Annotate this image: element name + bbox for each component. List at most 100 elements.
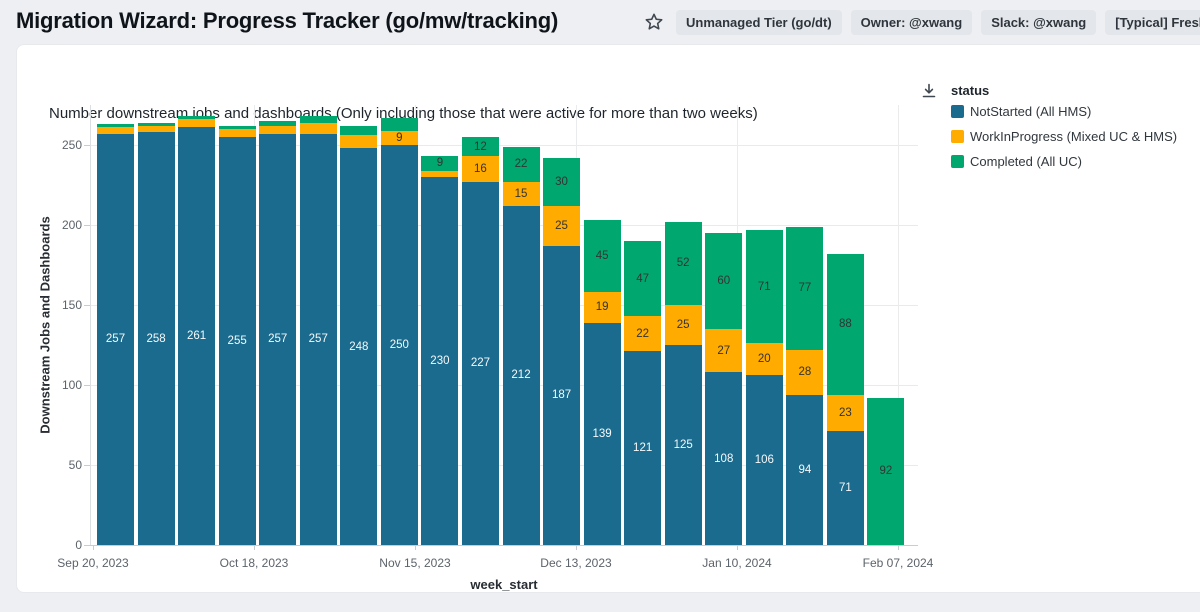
header-chip: Unmanaged Tier (go/dt) <box>676 10 842 35</box>
legend-label: WorkInProgress (Mixed UC & HMS) <box>970 129 1178 144</box>
bar-segment-workinprogress[interactable] <box>380 130 418 145</box>
bar-segment-workinprogress[interactable] <box>826 394 864 432</box>
bar-segment-notstarted[interactable] <box>97 133 134 545</box>
bar-segment-notstarted[interactable] <box>624 351 662 545</box>
bar-segment-workinprogress[interactable] <box>786 349 824 395</box>
legend-item[interactable]: NotStarted (All HMS) <box>951 104 1091 119</box>
bar-segment-workinprogress[interactable] <box>421 170 459 177</box>
bar-segment-workinprogress[interactable] <box>624 316 662 352</box>
x-tick-label: Nov 15, 2023 <box>379 556 451 570</box>
y-tick-mark <box>84 305 90 306</box>
bar-segment-completed[interactable] <box>137 122 175 126</box>
x-tick-mark <box>254 545 255 550</box>
bar-segment-workinprogress[interactable] <box>299 122 337 134</box>
bar-segment-notstarted[interactable] <box>502 205 540 545</box>
bar-segment-notstarted[interactable] <box>218 137 256 545</box>
header-chip: Slack: @xwang <box>981 10 1097 35</box>
bar-segment-completed[interactable] <box>664 221 702 305</box>
bar-segment-completed[interactable] <box>745 229 783 344</box>
y-tick-label: 200 <box>61 218 82 232</box>
bar-segment-completed[interactable] <box>299 116 337 123</box>
bar-segment-notstarted[interactable] <box>543 245 581 545</box>
bar-segment-notstarted[interactable] <box>340 148 378 545</box>
favorite-star-button[interactable] <box>643 11 665 33</box>
y-tick-label: 100 <box>61 378 82 392</box>
x-tick-label: Dec 13, 2023 <box>540 556 612 570</box>
bar-segment-notstarted[interactable] <box>137 132 175 545</box>
bar-segment-notstarted[interactable] <box>664 345 702 545</box>
legend-item[interactable]: WorkInProgress (Mixed UC & HMS) <box>951 129 1177 144</box>
x-tick-mark <box>737 545 738 550</box>
bar-segment-completed[interactable] <box>421 156 459 171</box>
x-tick-label: Feb 07, 2024 <box>862 556 934 570</box>
bar-segment-completed[interactable] <box>583 220 621 293</box>
bar-segment-notstarted[interactable] <box>705 372 743 545</box>
x-tick-label: Jan 10, 2024 <box>702 556 772 570</box>
bar-segment-notstarted[interactable] <box>421 177 459 545</box>
legend-label: NotStarted (All HMS) <box>970 104 1092 119</box>
bar-segment-notstarted[interactable] <box>380 145 418 545</box>
bar-segment-workinprogress[interactable] <box>664 305 702 345</box>
gridline-horizontal <box>90 145 918 146</box>
bar-segment-notstarted[interactable] <box>745 375 783 545</box>
bar-segment-completed[interactable] <box>340 125 378 136</box>
y-tick-label: 250 <box>61 138 82 152</box>
chart-title: Number downstream jobs and dashboards (O… <box>49 105 758 122</box>
x-axis-title: week_start <box>470 577 538 592</box>
bar-segment-completed[interactable] <box>461 137 499 157</box>
bar-segment-completed[interactable] <box>705 233 743 329</box>
bar-segment-completed[interactable] <box>259 121 297 126</box>
bar-segment-workinprogress[interactable] <box>97 127 134 134</box>
bar-segment-workinprogress[interactable] <box>745 343 783 376</box>
y-tick-mark <box>84 225 90 226</box>
page-title: Migration Wizard: Progress Tracker (go/m… <box>16 8 559 33</box>
bar-segment-completed[interactable] <box>826 253 864 395</box>
bar-segment-workinprogress[interactable] <box>461 156 499 182</box>
download-icon <box>922 83 936 98</box>
bar-segment-workinprogress[interactable] <box>259 125 297 134</box>
bar-segment-workinprogress[interactable] <box>543 205 581 246</box>
y-tick-mark <box>84 385 90 386</box>
bar-segment-notstarted[interactable] <box>583 322 621 545</box>
header-chip-row: Unmanaged Tier (go/dt) Owner: @xwang Slack… <box>676 10 1200 35</box>
bar-segment-completed[interactable] <box>867 397 905 545</box>
bar-segment-completed[interactable] <box>786 226 824 350</box>
bar-segment-completed[interactable] <box>178 116 216 120</box>
x-axis-line <box>90 545 918 546</box>
bar-segment-workinprogress[interactable] <box>137 125 175 133</box>
y-tick-label: 50 <box>68 458 82 472</box>
bar-segment-workinprogress[interactable] <box>502 181 540 206</box>
bar-segment-notstarted[interactable] <box>826 431 864 545</box>
bar-segment-completed[interactable] <box>543 157 581 206</box>
bar-segment-notstarted[interactable] <box>299 133 337 545</box>
x-tick-mark <box>898 545 899 550</box>
x-tick-label: Sep 20, 2023 <box>57 556 129 570</box>
bar-segment-workinprogress[interactable] <box>218 129 256 137</box>
legend-item[interactable]: Completed (All UC) <box>951 154 1082 169</box>
bar-segment-completed[interactable] <box>502 146 540 182</box>
bar-segment-completed[interactable] <box>218 125 256 129</box>
bar-segment-workinprogress[interactable] <box>705 329 743 373</box>
y-tick-mark <box>84 465 90 466</box>
y-tick-label: 150 <box>61 298 82 312</box>
legend-swatch <box>951 130 964 143</box>
download-button[interactable] <box>921 83 937 99</box>
legend-label: Completed (All UC) <box>970 154 1082 169</box>
gridline-vertical <box>898 105 899 545</box>
bar-segment-notstarted[interactable] <box>259 133 297 545</box>
bar-segment-notstarted[interactable] <box>786 394 824 545</box>
y-axis-line <box>90 105 91 545</box>
bar-segment-workinprogress[interactable] <box>178 119 216 128</box>
legend-swatch <box>951 155 964 168</box>
x-tick-mark <box>415 545 416 550</box>
star-icon <box>645 13 663 30</box>
bar-segment-notstarted[interactable] <box>178 127 216 545</box>
bar-segment-notstarted[interactable] <box>461 181 499 545</box>
bar-segment-workinprogress[interactable] <box>583 292 621 323</box>
bar-segment-completed[interactable] <box>624 241 662 317</box>
bar-segment-completed[interactable] <box>97 124 134 128</box>
bar-segment-workinprogress[interactable] <box>340 135 378 149</box>
y-axis-title: Downstream Jobs and Dashboards <box>37 216 53 434</box>
bar-segment-completed[interactable] <box>380 117 418 131</box>
header-chip: [Typical] Freshness: Up <box>1105 10 1200 35</box>
